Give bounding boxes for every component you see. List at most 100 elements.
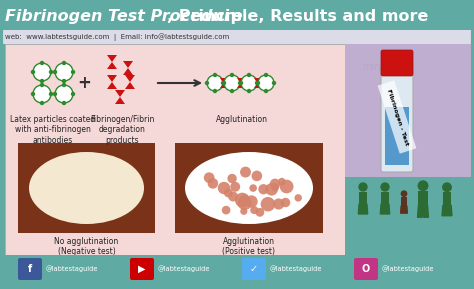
Circle shape xyxy=(237,196,252,210)
Circle shape xyxy=(222,206,230,214)
Circle shape xyxy=(271,183,279,191)
Circle shape xyxy=(256,81,260,85)
Polygon shape xyxy=(237,78,244,83)
Circle shape xyxy=(40,101,44,105)
Circle shape xyxy=(55,85,73,103)
Circle shape xyxy=(207,75,223,91)
Polygon shape xyxy=(447,205,452,216)
Circle shape xyxy=(258,184,269,194)
Circle shape xyxy=(40,61,44,65)
Text: web:  www.labtestsguide.com  |  Email: info@labtestsguide.com: web: www.labtestsguide.com | Email: info… xyxy=(5,33,229,41)
Text: Fibrinogen - Test: Fibrinogen - Test xyxy=(385,88,409,146)
Polygon shape xyxy=(107,82,117,89)
Circle shape xyxy=(238,81,242,85)
Polygon shape xyxy=(401,206,404,213)
FancyBboxPatch shape xyxy=(5,44,345,259)
Text: +: + xyxy=(77,74,91,92)
Circle shape xyxy=(49,70,53,74)
Circle shape xyxy=(55,63,73,81)
Circle shape xyxy=(71,92,75,96)
Circle shape xyxy=(241,75,257,91)
Polygon shape xyxy=(358,204,363,214)
Text: O: O xyxy=(362,264,370,274)
FancyBboxPatch shape xyxy=(0,255,474,283)
Circle shape xyxy=(401,190,407,197)
Polygon shape xyxy=(220,83,227,88)
Circle shape xyxy=(250,206,258,214)
FancyBboxPatch shape xyxy=(401,197,407,206)
Text: @labtestaguide: @labtestaguide xyxy=(46,266,99,272)
Text: @labtestaguide: @labtestaguide xyxy=(270,266,322,272)
Circle shape xyxy=(213,89,217,93)
FancyBboxPatch shape xyxy=(175,143,323,233)
Circle shape xyxy=(33,85,51,103)
Polygon shape xyxy=(123,68,133,75)
Circle shape xyxy=(239,81,243,85)
Circle shape xyxy=(62,61,66,65)
Polygon shape xyxy=(115,97,125,104)
Text: minus: minus xyxy=(363,62,392,72)
Circle shape xyxy=(258,75,274,91)
FancyBboxPatch shape xyxy=(385,107,409,165)
Circle shape xyxy=(33,63,51,81)
Circle shape xyxy=(31,92,35,96)
Circle shape xyxy=(228,192,238,201)
Circle shape xyxy=(272,81,276,85)
Polygon shape xyxy=(254,83,261,88)
Text: Agglutination
(Positive test): Agglutination (Positive test) xyxy=(222,237,275,256)
FancyBboxPatch shape xyxy=(0,30,474,44)
Text: ▶: ▶ xyxy=(138,264,146,274)
Circle shape xyxy=(418,180,428,191)
FancyBboxPatch shape xyxy=(354,258,378,280)
Polygon shape xyxy=(125,75,135,82)
Text: Fibrinogen Test Procedure: Fibrinogen Test Procedure xyxy=(5,10,243,25)
Text: Fibrinogen/Fibrin
degradation
products: Fibrinogen/Fibrin degradation products xyxy=(90,115,154,145)
Circle shape xyxy=(230,73,234,77)
Circle shape xyxy=(218,182,230,194)
Polygon shape xyxy=(107,75,117,82)
Circle shape xyxy=(213,73,217,77)
Text: , Principle, Results and more: , Principle, Results and more xyxy=(167,10,428,25)
FancyBboxPatch shape xyxy=(381,66,413,172)
Circle shape xyxy=(208,178,218,189)
Polygon shape xyxy=(363,204,368,214)
Circle shape xyxy=(235,193,250,208)
Text: Latex particles coated
with anti-fibrinogen
antibodies: Latex particles coated with anti-fibrino… xyxy=(10,115,96,145)
Circle shape xyxy=(31,70,35,74)
Circle shape xyxy=(264,89,268,93)
Circle shape xyxy=(239,195,250,205)
Circle shape xyxy=(380,182,390,192)
Circle shape xyxy=(247,89,251,93)
FancyBboxPatch shape xyxy=(381,192,389,204)
Circle shape xyxy=(230,182,240,192)
Circle shape xyxy=(273,199,284,210)
Circle shape xyxy=(224,188,233,197)
Text: No agglutination
(Negative test): No agglutination (Negative test) xyxy=(55,237,118,256)
Polygon shape xyxy=(220,78,227,83)
FancyBboxPatch shape xyxy=(345,177,474,259)
Circle shape xyxy=(62,101,66,105)
Circle shape xyxy=(228,174,237,183)
Circle shape xyxy=(71,70,75,74)
Polygon shape xyxy=(237,83,244,88)
Circle shape xyxy=(294,194,302,202)
FancyBboxPatch shape xyxy=(381,50,413,76)
Polygon shape xyxy=(254,78,261,83)
Circle shape xyxy=(265,183,278,196)
Circle shape xyxy=(240,166,251,177)
Circle shape xyxy=(280,180,293,193)
Circle shape xyxy=(40,79,44,83)
FancyBboxPatch shape xyxy=(419,191,428,206)
Text: Agglutination: Agglutination xyxy=(216,115,268,124)
Circle shape xyxy=(240,208,247,215)
Circle shape xyxy=(249,184,257,192)
FancyBboxPatch shape xyxy=(130,258,154,280)
Polygon shape xyxy=(385,204,390,214)
Text: @labtestaguide: @labtestaguide xyxy=(382,266,435,272)
Circle shape xyxy=(281,198,290,207)
Circle shape xyxy=(221,81,225,85)
Circle shape xyxy=(204,172,215,183)
Circle shape xyxy=(40,83,44,87)
Circle shape xyxy=(255,208,264,217)
Ellipse shape xyxy=(29,152,144,224)
